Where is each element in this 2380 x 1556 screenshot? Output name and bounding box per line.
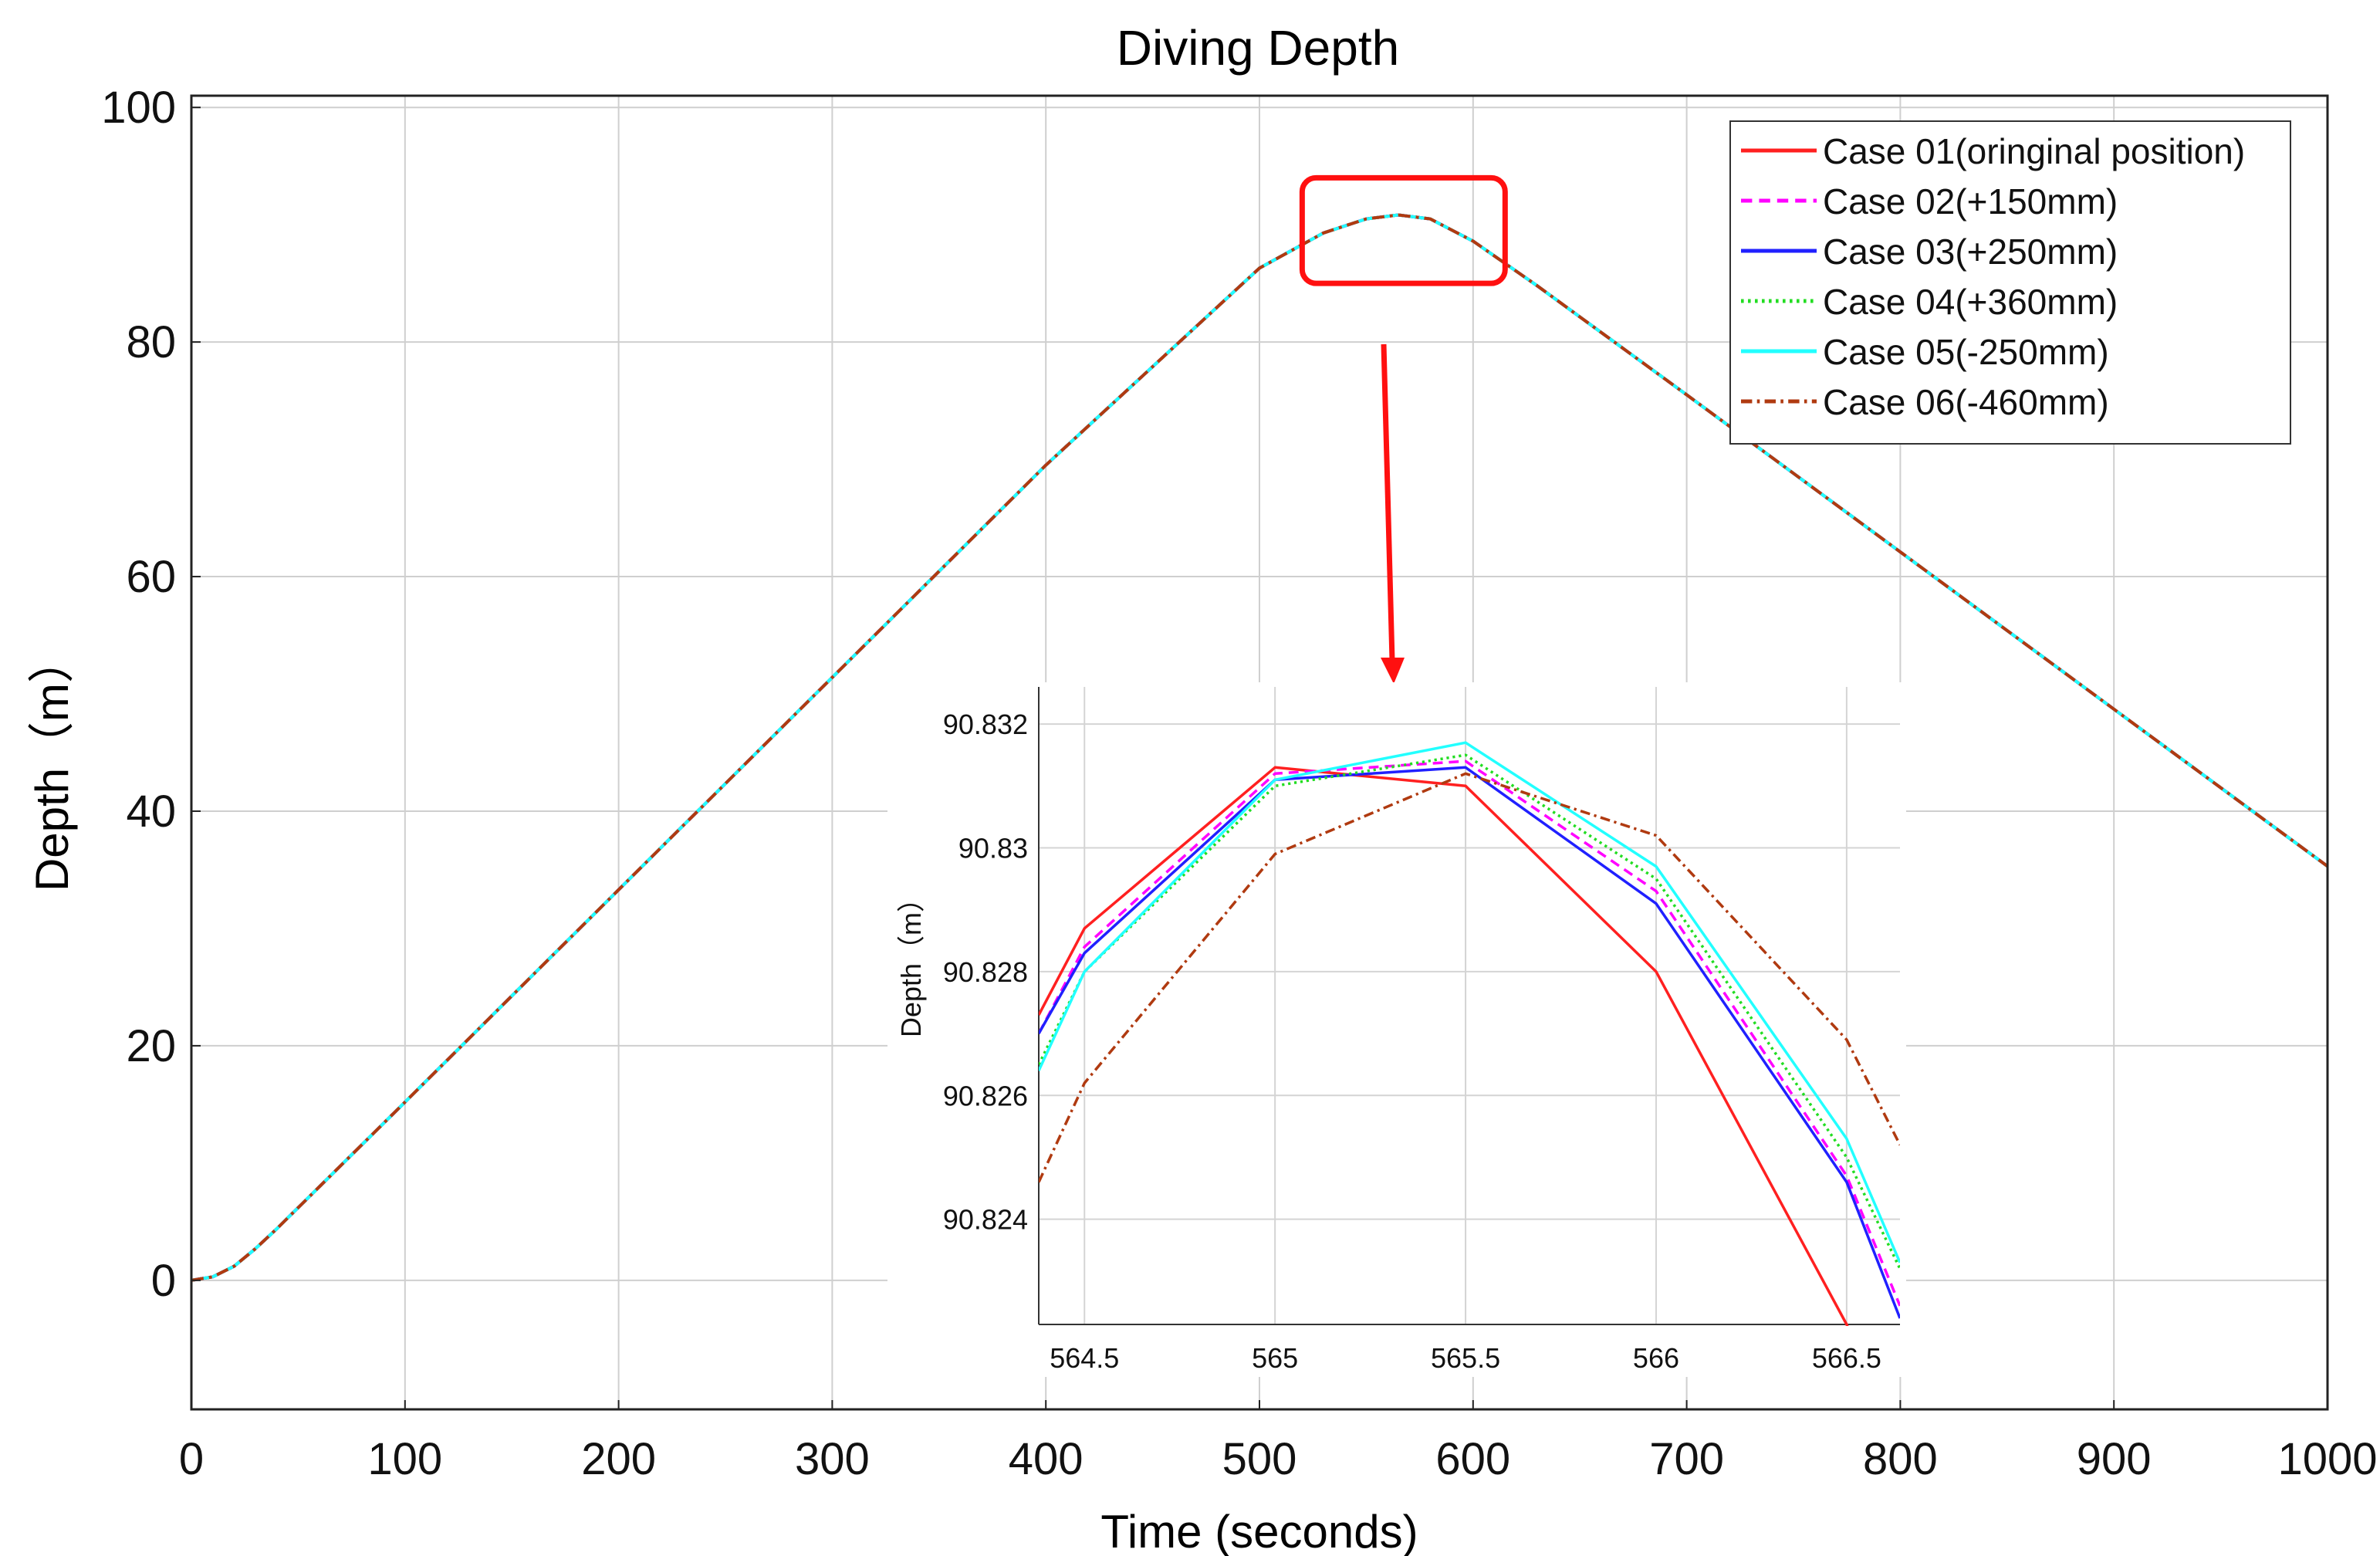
inset-series-line [1039, 753, 1900, 1270]
inset-x-tick-label: 566.5 [1812, 1342, 1881, 1374]
inset-y-tick-label: 90.824 [943, 1204, 1028, 1236]
inset-y-tick-label: 90.832 [943, 709, 1028, 740]
inset-chart: 564.5 565 565.5 566 566.5 90.824 90.826 90.828 9… [887, 682, 1906, 1377]
plot-frame [190, 94, 2329, 1411]
inset-series-line [1039, 741, 1900, 1263]
inset-y-tick-label: 90.826 [943, 1080, 1028, 1111]
legend-label: Case 05(-250mm) [1823, 332, 2109, 372]
legend-label: Case 01(oringinal position) [1823, 131, 2245, 171]
inset-x-tick-label: 566 [1633, 1342, 1679, 1374]
series-line [191, 213, 2329, 1282]
y-tick-label: 20 [126, 1021, 176, 1071]
zoom-annotation [1299, 174, 1508, 684]
y-tick-label: 100 [101, 83, 176, 133]
chart-title: Diving Depth [1117, 20, 1399, 76]
x-tick-label: 100 [367, 1434, 442, 1484]
legend-label: Case 02(+150mm) [1823, 181, 2118, 222]
x-tick-label: 600 [1435, 1434, 1510, 1484]
inset-series-group [1039, 741, 1900, 1326]
inset-x-tick-label: 564.5 [1050, 1342, 1119, 1374]
x-tick-label: 1000 [2277, 1434, 2377, 1484]
x-tick-label: 900 [2077, 1434, 2152, 1484]
legend-label: Case 04(+360mm) [1823, 282, 2118, 322]
x-tick-label: 300 [795, 1434, 870, 1484]
inset-series-line [1039, 766, 1849, 1326]
y-tick-label: 60 [126, 552, 176, 602]
legend-label: Case 03(+250mm) [1823, 232, 2118, 272]
y-tick-label: 80 [126, 317, 176, 367]
x-tick-label: 700 [1649, 1434, 1724, 1484]
legend: Case 01(oringinal position) Case 02(+150m… [1729, 120, 2291, 445]
x-tick-label: 800 [1863, 1434, 1938, 1484]
y-axis-label: Depth（m） [26, 637, 78, 891]
inset-y-tick-label: 90.83 [958, 833, 1028, 864]
inset-x-tick-label: 565.5 [1431, 1342, 1500, 1374]
inset-x-tick-label: 565 [1252, 1342, 1298, 1374]
main-series-group [191, 213, 2329, 1282]
legend-label: Case 06(-460mm) [1823, 382, 2109, 422]
inset-series-line [1039, 772, 1900, 1183]
annotation-arrow-head [1381, 658, 1405, 684]
x-axis-label: Time (seconds) [1100, 1506, 1418, 1556]
highlight-box [1299, 174, 1508, 286]
main-tick-labels: 0 100 200 300 400 500 600 700 800 900 1000 0 20 40 60 8… [101, 83, 2377, 1484]
legend-box [1729, 120, 2291, 445]
inset-y-tick-label: 90.828 [943, 956, 1028, 988]
main-axes [190, 94, 2329, 1411]
x-tick-label: 500 [1222, 1434, 1297, 1484]
inset-y-axis-label: Depth（m） [895, 885, 927, 1037]
x-tick-label: 0 [179, 1434, 204, 1484]
inset-series-line [1039, 759, 1900, 1307]
y-tick-label: 0 [151, 1256, 176, 1306]
annotation-arrow-shaft [1381, 343, 1395, 661]
inset-series-line [1039, 766, 1900, 1319]
x-tick-label: 200 [581, 1434, 656, 1484]
y-tick-label: 40 [126, 786, 176, 837]
x-tick-label: 400 [1009, 1434, 1084, 1484]
